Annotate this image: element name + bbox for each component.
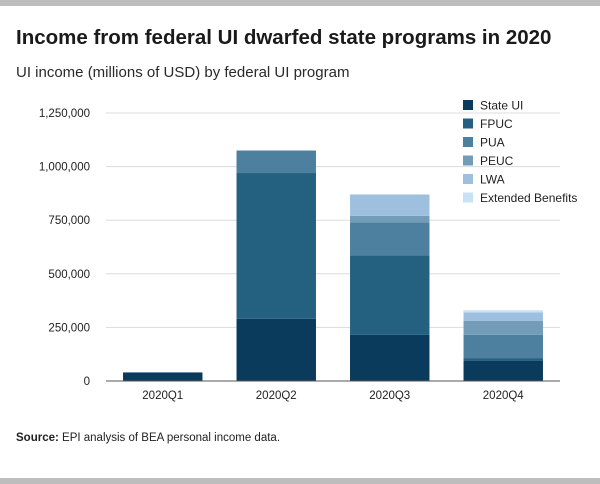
y-tick-label: 500,000 xyxy=(48,269,90,281)
bar-segment-extended-benefits-2020q4 xyxy=(463,310,543,313)
x-tick-label: 2020Q3 xyxy=(369,390,410,402)
bars xyxy=(123,150,543,381)
bar-segment-fpuc-2020q4 xyxy=(463,358,543,361)
legend-label-peuc: PEUC xyxy=(480,154,514,168)
legend-label-extended-benefits: Extended Benefits xyxy=(480,191,577,205)
bar-segment-peuc-2020q3 xyxy=(350,215,430,223)
legend-swatch-lwa xyxy=(463,174,473,184)
bar-segment-fpuc-2020q3 xyxy=(350,255,430,335)
top-border xyxy=(0,0,600,6)
legend-swatch-peuc xyxy=(463,155,473,166)
x-axis-ticks: 2020Q1 2020Q2 2020Q3 2020Q4 xyxy=(142,390,524,402)
legend-label-state-ui: State UI xyxy=(480,99,523,113)
bar-segment-peuc-2020q4 xyxy=(463,320,543,335)
y-tick-label: 0 xyxy=(84,376,90,388)
y-tick-label: 1,000,000 xyxy=(39,162,90,174)
y-tick-label: 750,000 xyxy=(48,215,90,227)
bottom-border xyxy=(0,478,600,484)
bar-segment-state-ui-2020q4 xyxy=(463,360,543,381)
bar-segment-pua-2020q3 xyxy=(350,222,430,256)
x-tick-label: 2020Q4 xyxy=(483,390,525,402)
bar-segment-lwa-2020q4 xyxy=(463,312,543,321)
bar-segment-state-ui-2020q1 xyxy=(123,372,203,381)
legend-swatch-extended-benefits xyxy=(463,192,473,203)
legend-swatch-fpuc xyxy=(463,118,473,129)
source-label: Source: xyxy=(16,432,59,444)
y-axis-ticks: 0 250,000 500,000 750,000 1,000,000 1,250,000 xyxy=(39,108,90,388)
bar-segment-pua-2020q2 xyxy=(236,150,316,174)
bar-segment-lwa-2020q3 xyxy=(350,194,430,216)
legend-label-fpuc: FPUC xyxy=(480,117,513,131)
y-tick-label: 250,000 xyxy=(48,322,90,334)
x-tick-label: 2020Q1 xyxy=(142,390,183,402)
legend-swatch-state-ui xyxy=(463,100,473,110)
bar-segment-state-ui-2020q3 xyxy=(350,334,430,381)
chart-subtitle: UI income (millions of USD) by federal U… xyxy=(16,64,350,81)
x-tick-label: 2020Q2 xyxy=(256,390,297,402)
bar-segment-pua-2020q4 xyxy=(463,334,543,359)
legend-label-pua: PUA xyxy=(480,136,505,150)
bar-segment-state-ui-2020q2 xyxy=(236,318,316,381)
legend-label-lwa: LWA xyxy=(480,173,505,187)
y-tick-label: 1,250,000 xyxy=(39,108,90,120)
legend-swatch-pua xyxy=(463,137,473,147)
source-text: EPI analysis of BEA personal income data… xyxy=(62,432,281,444)
legend: State UI FPUC PUA PEUC LWA Extended Benefits xyxy=(463,99,577,205)
bar-segment-fpuc-2020q2 xyxy=(236,173,316,319)
chart-title: Income from federal UI dwarfed state pro… xyxy=(16,26,552,49)
source-note: Source: EPI analysis of BEA personal inc… xyxy=(16,432,280,444)
